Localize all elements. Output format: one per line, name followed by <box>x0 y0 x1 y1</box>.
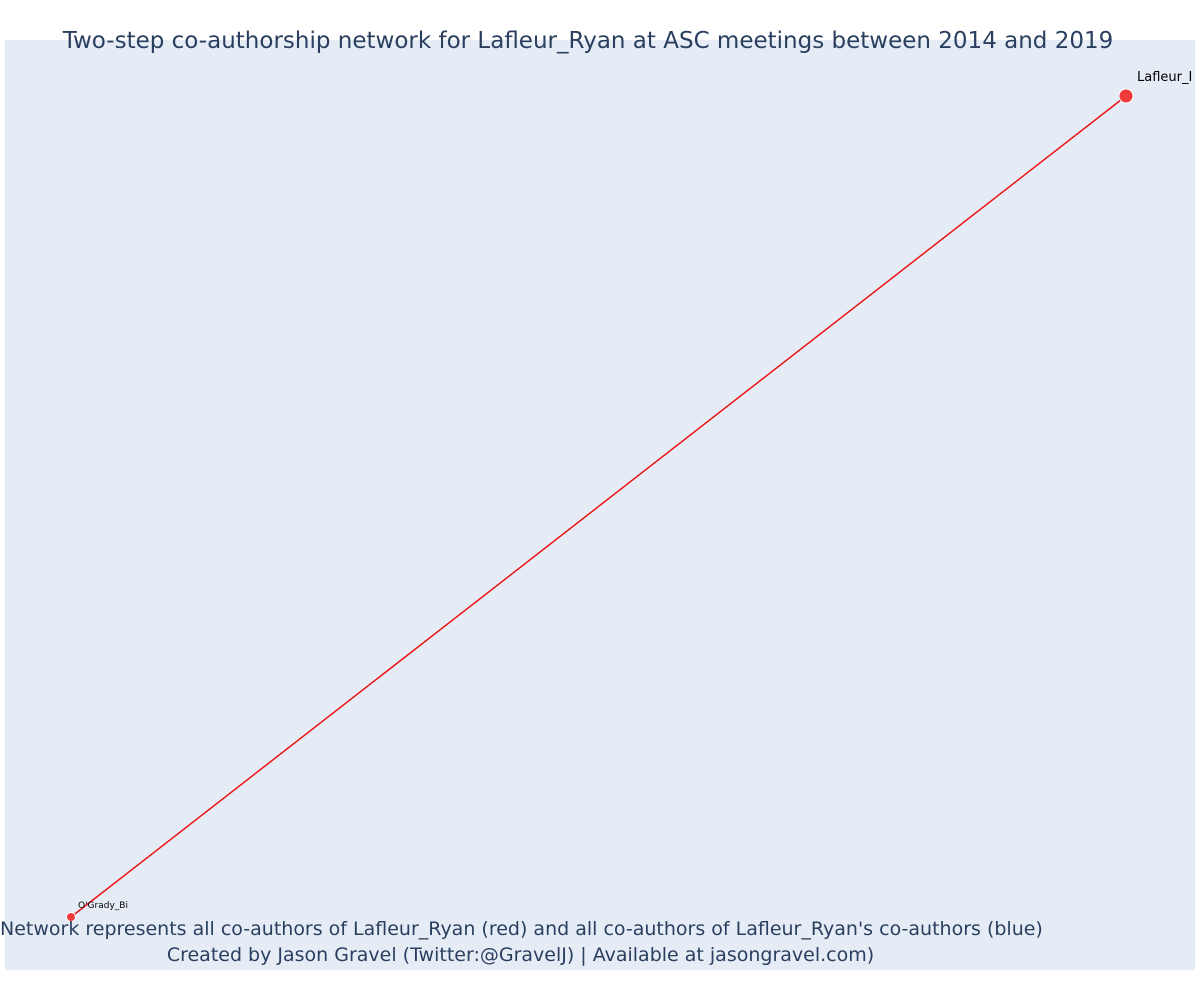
node-label-ogrady: O'Grady_Bi <box>78 901 128 911</box>
chart-title: Two-step co-authorship network for Lafle… <box>62 28 1114 54</box>
edge-lafleur-ogrady <box>70 95 1127 918</box>
caption-line-2: Created by Jason Gravel (Twitter:@Gravel… <box>166 944 875 966</box>
node-label-lafleur: Lafleur_I <box>1137 70 1192 85</box>
node-ogrady[interactable] <box>66 912 76 922</box>
node-lafleur-ryan[interactable] <box>1118 88 1134 104</box>
caption-line-1: Network represents all co-authors of Laf… <box>0 918 1043 940</box>
